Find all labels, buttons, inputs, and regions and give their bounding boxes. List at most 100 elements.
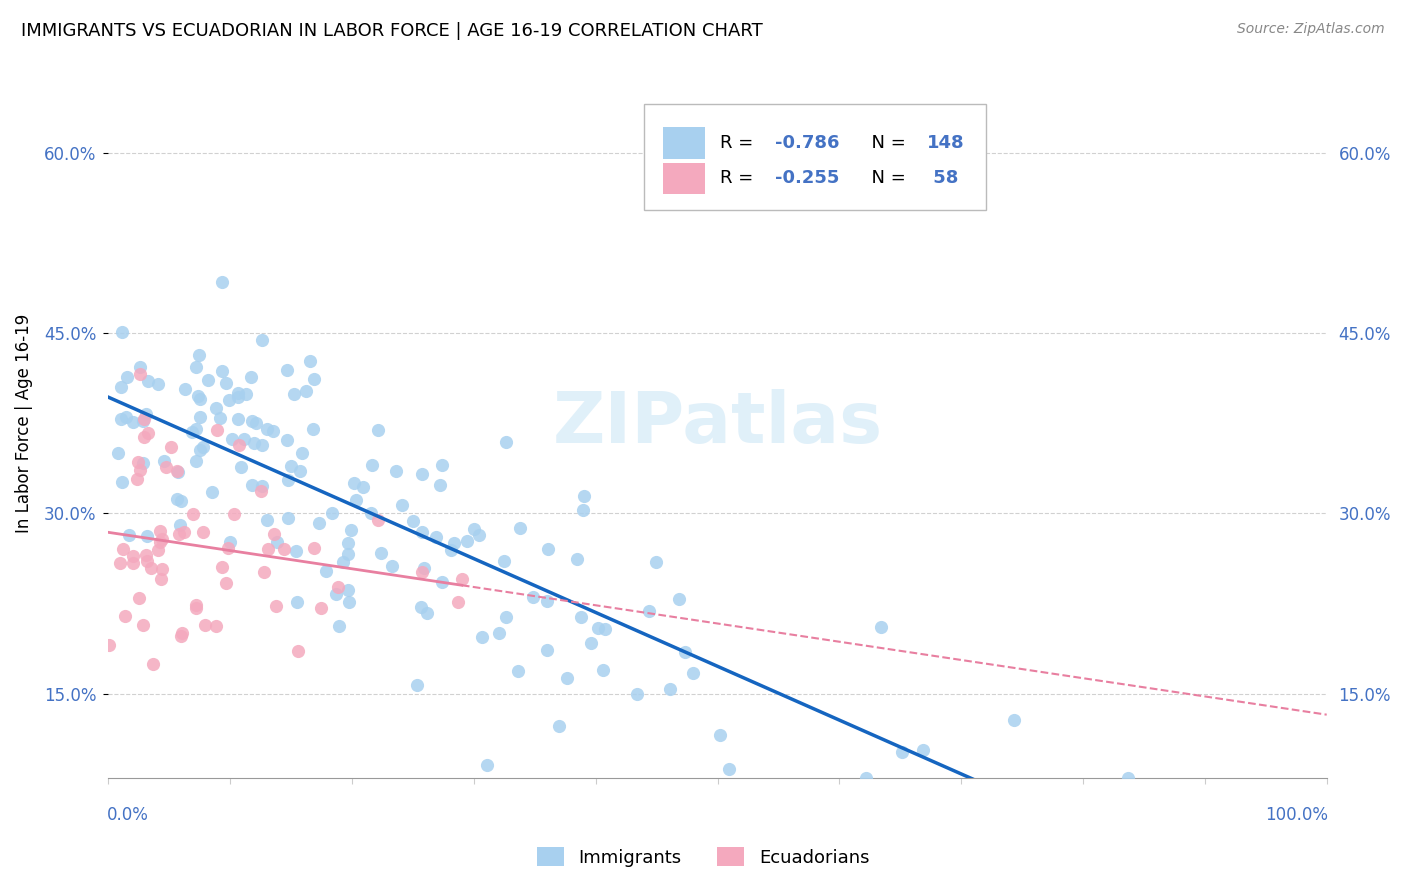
Point (406, 678, 429, 692)
Point (572, 489, 595, 503)
Point (146, 543, 169, 558)
Point (132, 414, 155, 428)
Point (536, 643, 558, 657)
Point (360, 506, 382, 520)
Point (170, 493, 193, 508)
Point (673, 644, 696, 658)
Point (107, 445, 129, 459)
Point (215, 576, 238, 591)
Point (569, 610, 592, 624)
Point (304, 372, 326, 386)
Text: N =: N = (860, 134, 911, 152)
Point (411, 525, 433, 540)
Point (262, 424, 284, 438)
Point (339, 524, 361, 538)
Point (890, 745, 912, 759)
Point (337, 595, 360, 609)
Point (336, 547, 359, 561)
Point (111, 542, 134, 557)
Point (367, 423, 389, 437)
Point (209, 411, 232, 425)
Point (509, 520, 531, 534)
Point (136, 529, 159, 543)
Point (495, 610, 517, 624)
Point (226, 386, 249, 401)
Point (276, 433, 298, 447)
Point (337, 535, 360, 549)
Point (149, 572, 172, 586)
FancyBboxPatch shape (662, 127, 706, 159)
Point (447, 595, 470, 609)
Point (122, 415, 145, 429)
Point (1116, 771, 1139, 785)
Point (205, 619, 228, 633)
Point (211, 275, 233, 289)
Point (477, 758, 499, 772)
Point (332, 555, 354, 569)
Point (155, 460, 177, 475)
Point (325, 587, 347, 601)
Point (186, 454, 208, 468)
Point (181, 507, 204, 521)
Point (277, 510, 299, 524)
Point (108, 556, 131, 570)
Point (277, 473, 299, 487)
Point (411, 565, 433, 579)
Point (170, 629, 193, 643)
Point (430, 575, 453, 590)
Point (146, 377, 169, 392)
Point (308, 516, 330, 531)
Point (637, 604, 659, 618)
Y-axis label: In Labor Force | Age 16-19: In Labor Force | Age 16-19 (15, 314, 32, 533)
Point (221, 433, 243, 447)
Text: R =: R = (720, 134, 759, 152)
Point (231, 460, 253, 475)
Point (188, 392, 211, 407)
Point (572, 503, 595, 517)
Point (870, 620, 893, 634)
Point (131, 618, 153, 632)
Point (191, 440, 214, 454)
Point (567, 552, 589, 566)
Text: IMMIGRANTS VS ECUADORIAN IN LABOR FORCE | AGE 16-19 CORRELATION CHART: IMMIGRANTS VS ECUADORIAN IN LABOR FORCE … (21, 22, 763, 40)
Point (855, 771, 877, 785)
Point (188, 409, 211, 424)
Point (149, 535, 172, 549)
Point (295, 384, 318, 399)
Point (201, 485, 224, 500)
Point (299, 353, 322, 368)
Point (169, 517, 191, 532)
Point (184, 598, 207, 612)
Point (1002, 713, 1025, 727)
Point (645, 555, 668, 569)
Point (257, 542, 280, 557)
Text: -0.786: -0.786 (775, 134, 839, 152)
Point (273, 542, 295, 557)
Point (122, 549, 145, 564)
Point (235, 386, 257, 401)
Point (492, 554, 515, 568)
Point (211, 364, 233, 378)
Point (128, 367, 150, 381)
Point (370, 546, 392, 560)
Point (167, 465, 190, 479)
Point (114, 609, 136, 624)
Point (443, 536, 465, 550)
Point (160, 440, 183, 454)
Point (288, 465, 311, 479)
Point (170, 626, 193, 640)
Point (215, 376, 238, 390)
Point (205, 401, 228, 416)
Point (450, 572, 472, 586)
Point (468, 528, 491, 542)
Point (129, 463, 152, 477)
Point (682, 665, 704, 680)
Point (256, 513, 278, 527)
Legend: Immigrants, Ecuadorians: Immigrants, Ecuadorians (530, 840, 876, 874)
Point (166, 492, 188, 507)
Point (173, 524, 195, 539)
Point (548, 719, 571, 733)
FancyBboxPatch shape (662, 162, 706, 194)
Point (352, 480, 374, 494)
Point (141, 560, 163, 574)
